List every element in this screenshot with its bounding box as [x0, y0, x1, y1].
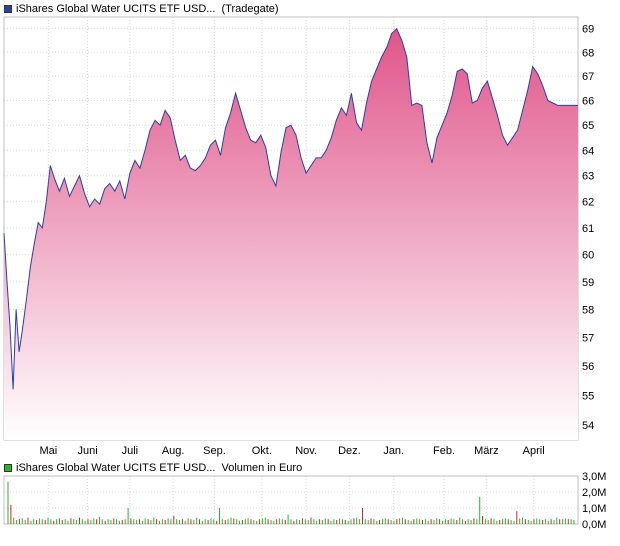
price-y-tick-label: 55: [582, 390, 594, 402]
price-legend: iShares Global Water UCITS ETF USD... (T…: [4, 2, 279, 16]
price-y-tick-label: 56: [582, 361, 594, 373]
volume-legend-name: iShares Global Water UCITS ETF USD...: [16, 462, 216, 474]
price-y-tick-label: 64: [582, 145, 594, 157]
volume-legend-label: Volumen in Euro: [221, 462, 303, 474]
volume-y-axis: 0,0M 1,0M 2,0M 3,0M: [582, 471, 606, 531]
price-y-tick-label: 58: [582, 304, 594, 316]
price-y-tick-label: 60: [582, 250, 594, 262]
price-x-tick-label: Aug.: [162, 445, 185, 457]
price-x-tick-label: März: [474, 445, 498, 457]
price-y-tick-label: 54: [582, 420, 594, 432]
price-y-tick-label: 65: [582, 120, 594, 132]
volume-y-tick-label: 3,0M: [582, 471, 606, 483]
price-legend-name: iShares Global Water UCITS ETF USD...: [16, 3, 216, 15]
price-x-tick-label: April: [523, 445, 545, 457]
price-y-tick-label: 62: [582, 197, 594, 209]
price-y-tick-label: 69: [582, 24, 594, 36]
volume-grid: [4, 475, 578, 525]
price-y-tick-label: 63: [582, 171, 594, 183]
price-area: [4, 28, 578, 440]
price-y-axis: 54 55 56 57 58 59 60 61 62 63 64 65 66 67 68 69: [582, 24, 594, 432]
price-y-tick-label: 57: [582, 333, 594, 345]
price-legend-swatch: [4, 5, 12, 13]
price-x-tick-label: Dez.: [338, 445, 361, 457]
volume-bars: [7, 481, 575, 524]
price-y-tick-label: 67: [582, 71, 594, 83]
volume-plot-frame: [3, 475, 579, 525]
price-x-tick-label: Mai: [39, 445, 57, 457]
price-x-tick-label: Juli: [122, 445, 139, 457]
price-x-tick-label: Okt.: [252, 445, 272, 457]
price-x-tick-label: Juni: [77, 445, 97, 457]
volume-y-tick-label: 2,0M: [582, 487, 606, 499]
volume-y-tick-label: 1,0M: [582, 503, 606, 515]
price-x-tick-label: Sep.: [203, 445, 226, 457]
price-y-tick-label: 68: [582, 47, 594, 59]
price-x-tick-label: Feb.: [433, 445, 455, 457]
price-x-tick-label: Jan.: [383, 445, 404, 457]
price-line: [3, 27, 578, 390]
price-x-tick-label: Nov.: [295, 445, 317, 457]
price-y-tick-label: 61: [582, 223, 594, 235]
price-y-tick-label: 66: [582, 96, 594, 108]
price-y-tick-label: 59: [582, 277, 594, 289]
volume-legend-swatch: [4, 464, 12, 472]
price-legend-source: (Tradegate): [221, 3, 279, 15]
price-x-axis: Mai Juni Juli Aug. Sep. Okt. Nov. Dez. Jan. Feb. M…: [39, 445, 544, 457]
volume-y-tick-label: 0,0M: [582, 519, 606, 531]
volume-legend: iShares Global Water UCITS ETF USD... Vo…: [4, 461, 302, 475]
